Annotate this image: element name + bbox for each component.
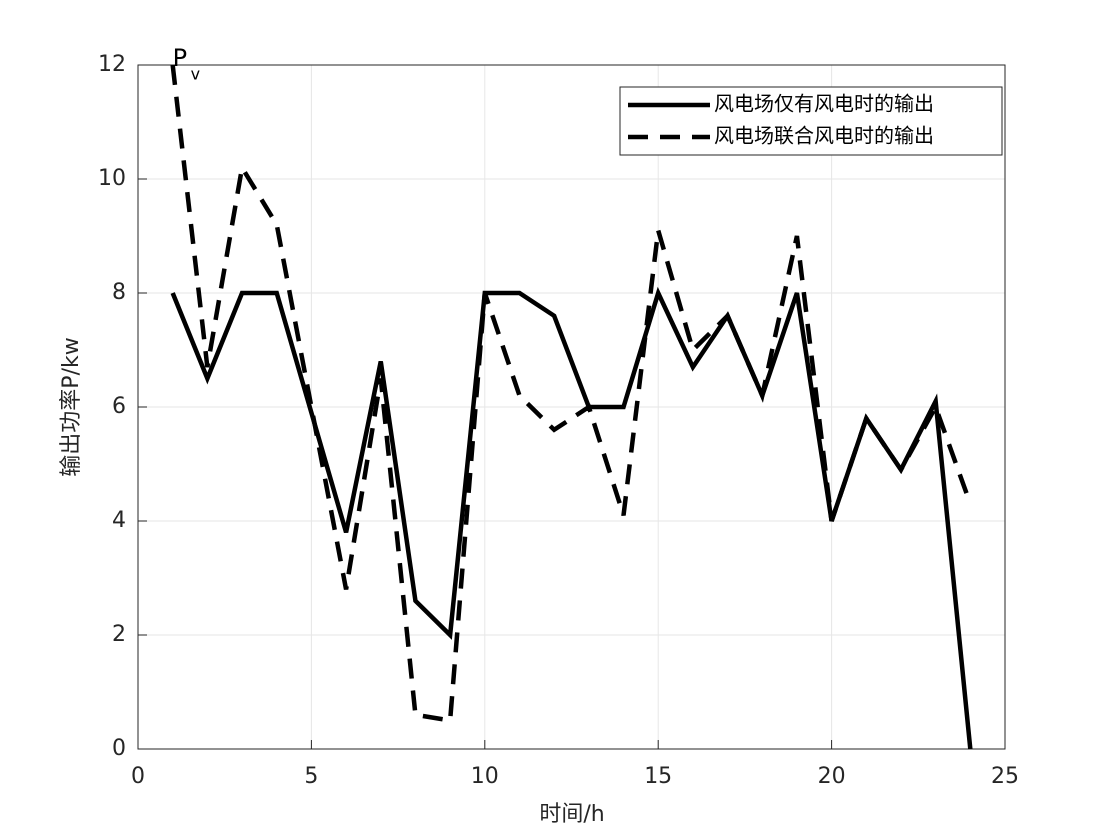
x-tick-label: 5 xyxy=(304,764,318,789)
plot-frame xyxy=(137,64,1006,750)
x-tick-label: 20 xyxy=(818,764,846,789)
x-tick-label: 15 xyxy=(644,764,672,789)
y-tick-label: 12 xyxy=(98,52,126,77)
y-tick-label: 6 xyxy=(112,394,126,419)
x-tick-label: 0 xyxy=(131,764,145,789)
line-series xyxy=(170,64,973,724)
y-tick-label: 8 xyxy=(112,280,126,305)
legend-label: 风电场联合风电时的输出 xyxy=(714,124,934,148)
x-tick-label: 10 xyxy=(471,764,499,789)
y-tick-label: 4 xyxy=(112,508,126,533)
y-tick-label: 10 xyxy=(98,166,126,191)
y-tick-label: 0 xyxy=(112,736,126,761)
annotation: P xyxy=(173,44,187,72)
legend-box xyxy=(619,86,1003,156)
x-axis-label: 时间/h xyxy=(539,802,604,827)
annotation-subscript: v xyxy=(191,65,200,84)
legend-label: 风电场仅有风电时的输出 xyxy=(714,92,934,116)
line-series xyxy=(170,286,973,750)
y-axis-label: 输出功率P/kw xyxy=(59,337,84,476)
x-tick-label: 25 xyxy=(991,764,1019,789)
y-tick-label: 2 xyxy=(112,622,126,647)
